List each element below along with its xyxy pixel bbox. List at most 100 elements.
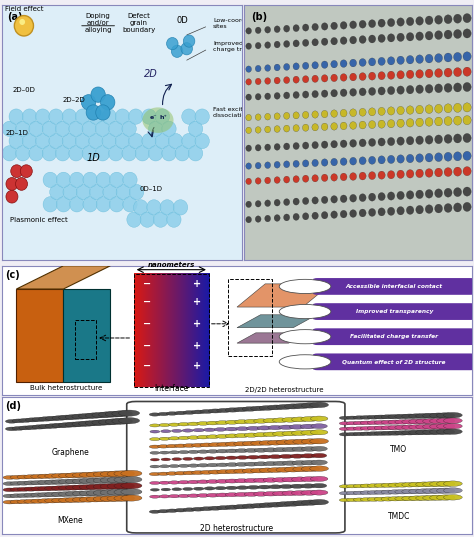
Circle shape bbox=[463, 29, 471, 38]
Circle shape bbox=[302, 76, 309, 83]
Circle shape bbox=[92, 420, 111, 425]
Circle shape bbox=[292, 431, 308, 436]
Circle shape bbox=[264, 448, 278, 452]
Text: nanometers: nanometers bbox=[148, 262, 195, 268]
Circle shape bbox=[178, 423, 190, 426]
Circle shape bbox=[226, 456, 237, 460]
Circle shape bbox=[302, 213, 309, 220]
Circle shape bbox=[360, 426, 373, 430]
Circle shape bbox=[200, 470, 214, 474]
Circle shape bbox=[397, 33, 404, 41]
Circle shape bbox=[301, 403, 319, 408]
Circle shape bbox=[463, 82, 471, 92]
Circle shape bbox=[406, 106, 414, 114]
Circle shape bbox=[209, 409, 222, 413]
Circle shape bbox=[197, 463, 209, 467]
Circle shape bbox=[100, 95, 115, 110]
Circle shape bbox=[43, 172, 57, 187]
Circle shape bbox=[206, 435, 219, 439]
Circle shape bbox=[387, 192, 395, 200]
Circle shape bbox=[235, 433, 249, 438]
Circle shape bbox=[416, 105, 423, 114]
Circle shape bbox=[397, 56, 404, 64]
Circle shape bbox=[378, 57, 385, 66]
Circle shape bbox=[166, 38, 178, 50]
Circle shape bbox=[312, 111, 319, 118]
Circle shape bbox=[388, 483, 403, 487]
Circle shape bbox=[274, 143, 280, 150]
Circle shape bbox=[216, 449, 229, 453]
Circle shape bbox=[387, 86, 395, 95]
Circle shape bbox=[234, 441, 249, 446]
Circle shape bbox=[197, 450, 209, 453]
Circle shape bbox=[246, 66, 252, 72]
Circle shape bbox=[283, 176, 290, 183]
Circle shape bbox=[293, 91, 299, 98]
Circle shape bbox=[65, 422, 82, 427]
Circle shape bbox=[406, 191, 414, 199]
Circle shape bbox=[416, 205, 423, 214]
Text: +: + bbox=[193, 319, 201, 329]
Circle shape bbox=[14, 16, 34, 36]
Circle shape bbox=[55, 146, 70, 161]
Circle shape bbox=[264, 144, 271, 151]
Circle shape bbox=[99, 419, 118, 425]
Circle shape bbox=[276, 440, 293, 445]
Circle shape bbox=[301, 454, 316, 458]
Circle shape bbox=[17, 494, 31, 497]
Circle shape bbox=[369, 72, 376, 80]
Circle shape bbox=[301, 447, 318, 451]
Circle shape bbox=[245, 448, 258, 453]
Circle shape bbox=[360, 484, 373, 488]
Circle shape bbox=[331, 173, 337, 181]
Circle shape bbox=[58, 491, 75, 497]
Circle shape bbox=[72, 414, 90, 419]
Circle shape bbox=[321, 61, 328, 68]
Circle shape bbox=[255, 42, 261, 49]
Circle shape bbox=[99, 412, 118, 417]
Circle shape bbox=[378, 156, 385, 164]
Circle shape bbox=[200, 443, 214, 447]
Circle shape bbox=[20, 165, 32, 178]
Circle shape bbox=[425, 31, 433, 40]
Circle shape bbox=[406, 154, 414, 163]
Circle shape bbox=[135, 146, 150, 161]
Circle shape bbox=[353, 484, 365, 488]
Circle shape bbox=[73, 478, 90, 484]
Circle shape bbox=[107, 489, 127, 495]
Circle shape bbox=[169, 495, 180, 498]
Circle shape bbox=[122, 121, 137, 136]
Circle shape bbox=[73, 497, 90, 502]
Circle shape bbox=[85, 420, 104, 426]
Circle shape bbox=[65, 415, 82, 419]
Circle shape bbox=[437, 481, 455, 487]
Circle shape bbox=[159, 437, 170, 440]
Circle shape bbox=[150, 452, 160, 454]
Circle shape bbox=[302, 62, 309, 69]
Circle shape bbox=[369, 121, 376, 128]
Circle shape bbox=[150, 459, 159, 461]
Circle shape bbox=[16, 121, 30, 136]
Circle shape bbox=[367, 426, 380, 430]
Circle shape bbox=[254, 432, 269, 437]
Circle shape bbox=[169, 451, 180, 454]
Circle shape bbox=[463, 187, 471, 196]
Circle shape bbox=[454, 103, 462, 112]
Circle shape bbox=[128, 133, 143, 149]
Circle shape bbox=[416, 55, 423, 63]
Circle shape bbox=[321, 90, 328, 97]
Circle shape bbox=[301, 484, 316, 488]
Circle shape bbox=[302, 39, 309, 46]
Circle shape bbox=[161, 488, 171, 491]
Circle shape bbox=[42, 146, 56, 161]
Circle shape bbox=[302, 142, 309, 149]
Circle shape bbox=[188, 121, 203, 136]
Circle shape bbox=[397, 137, 404, 146]
Circle shape bbox=[235, 492, 249, 497]
Circle shape bbox=[38, 480, 53, 485]
Circle shape bbox=[109, 197, 124, 212]
Circle shape bbox=[283, 143, 290, 150]
Circle shape bbox=[387, 107, 395, 115]
Circle shape bbox=[293, 142, 299, 149]
Circle shape bbox=[92, 412, 111, 418]
